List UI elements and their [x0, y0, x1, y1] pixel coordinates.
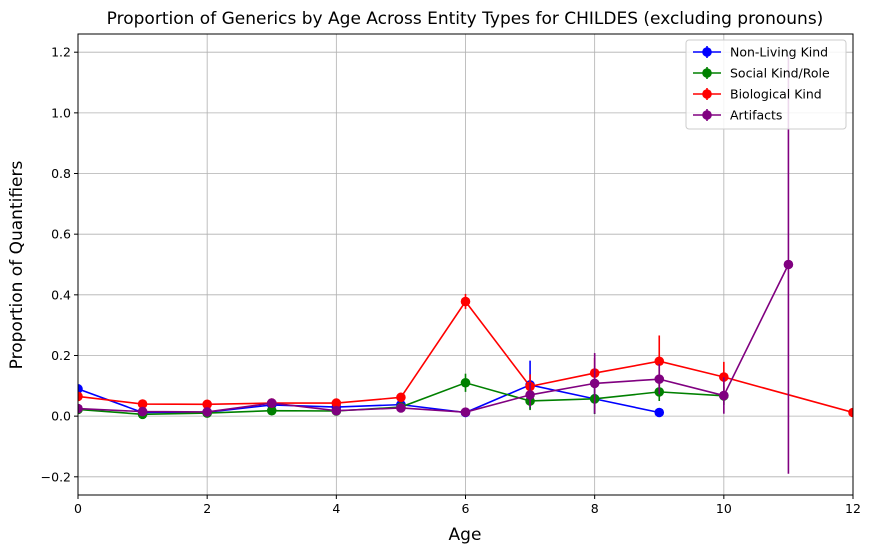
x-axis-label: Age [449, 525, 482, 545]
data-point [137, 399, 148, 409]
data-point [396, 392, 406, 403]
legend-label: Artifacts [730, 108, 782, 123]
y-tick-label: 0.0 [51, 409, 71, 424]
legend-item-social-kind-role: Social Kind/Role [693, 66, 830, 81]
legend-label: Biological Kind [730, 87, 822, 102]
legend-label: Social Kind/Role [730, 66, 830, 81]
data-point [783, 259, 794, 270]
legend-item-non-living-kind: Non-Living Kind [693, 45, 828, 60]
y-tick-label: 0.4 [51, 287, 71, 302]
y-tick-label: 0.8 [51, 166, 71, 181]
data-point [719, 372, 729, 382]
legend-label: Non-Living Kind [730, 45, 828, 60]
data-point [266, 405, 277, 416]
data-point [589, 378, 600, 389]
y-axis-label: Proportion of Quantifiers [7, 161, 27, 370]
data-point [654, 356, 665, 367]
legend-swatch-marker [702, 68, 712, 78]
data-point [78, 403, 83, 414]
series-biological-kind [78, 293, 853, 418]
data-point [654, 374, 665, 384]
data-point [396, 403, 406, 413]
x-tick-label: 6 [462, 501, 470, 516]
y-tick-label: 1.2 [51, 45, 71, 60]
data-point [78, 391, 83, 402]
y-tick-label: 0.2 [51, 348, 71, 363]
x-tick-label: 2 [203, 501, 211, 516]
legend: Non-Living Kind Social Kind/Role Biologica… [685, 39, 847, 130]
data-point [460, 296, 471, 307]
data-point [331, 398, 342, 408]
y-tick-label: 1.0 [51, 105, 71, 120]
data-point [460, 377, 471, 388]
x-tick-label: 10 [716, 501, 732, 516]
y-tick-label: −0.2 [41, 469, 71, 484]
data-point [654, 407, 665, 418]
data-point [719, 390, 729, 401]
legend-box [685, 39, 847, 130]
x-tick-label: 12 [845, 501, 861, 516]
data-point [331, 405, 342, 416]
chart-title: Proportion of Generics by Age Across Ent… [107, 9, 824, 29]
data-point [460, 407, 471, 418]
axes: 0 2 4 6 8 10 12 −0.2 0.0 0.2 0.4 0.6 0.8 1.0 1.2 [41, 33, 861, 516]
series-line [78, 300, 853, 414]
data-point [78, 384, 83, 394]
data-point [202, 407, 212, 417]
data-point [848, 407, 853, 418]
series-line [78, 264, 790, 414]
legend-swatch-marker [702, 110, 712, 120]
data-point [202, 399, 212, 410]
data-point [525, 390, 535, 400]
data-point [266, 398, 277, 408]
legend-item-biological-kind: Biological Kind [693, 87, 822, 102]
legend-swatch-marker [702, 47, 712, 57]
y-tick-label: 0.6 [51, 227, 71, 242]
x-tick-label: 4 [332, 501, 340, 516]
legend-swatch-marker [702, 89, 712, 99]
legend-item-artifacts: Artifacts [693, 108, 782, 123]
data-point [137, 406, 148, 417]
x-tick-label: 8 [591, 501, 599, 516]
x-tick-label: 0 [74, 501, 82, 516]
